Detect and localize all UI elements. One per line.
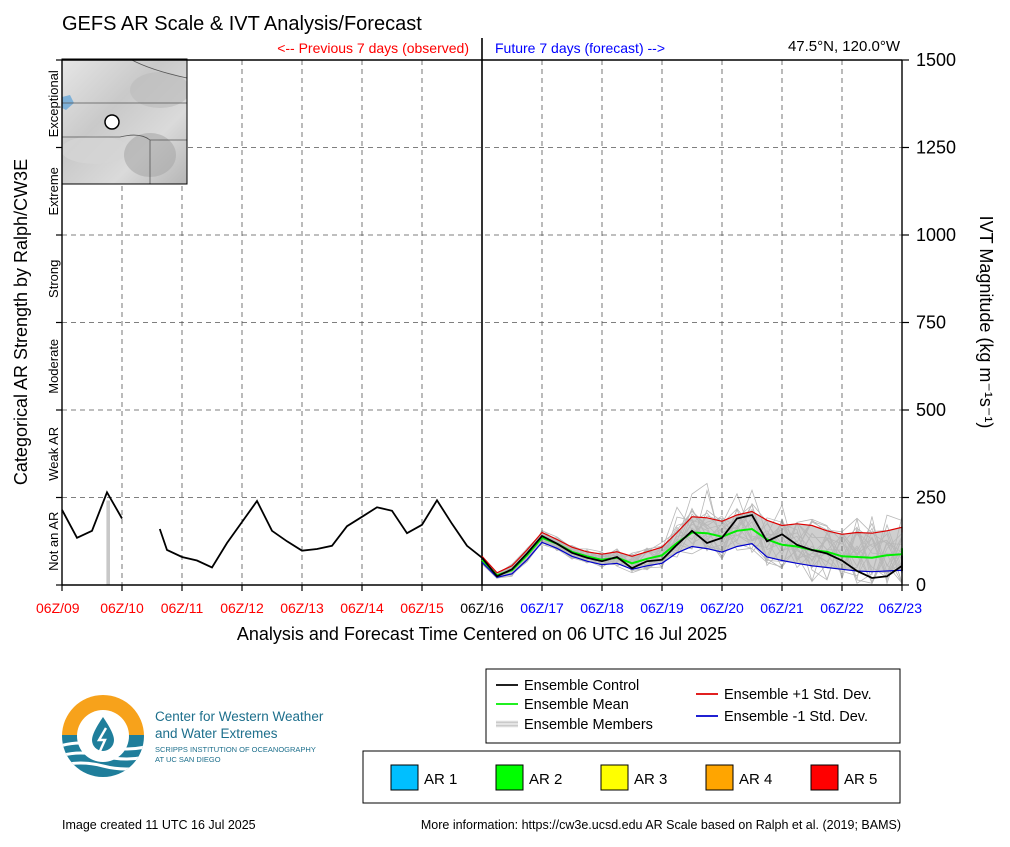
location-label: 47.5°N, 120.0°W [788, 38, 901, 55]
x-tick-label: 06Z/14 [340, 600, 384, 616]
category-label: Not an AR [46, 512, 61, 571]
x-tick-label: 06Z/21 [760, 600, 804, 616]
x-tick-label: 06Z/22 [820, 600, 864, 616]
ar-scale-swatch [810, 764, 839, 791]
x-tick-label: 06Z/17 [520, 600, 564, 616]
ar-scale-label: AR 4 [739, 771, 772, 788]
cw3e-logo: Center for Western Weather and Water Ext… [62, 695, 324, 777]
ar-scale-swatch [705, 764, 734, 791]
x-tick-label: 06Z/19 [640, 600, 684, 616]
org-sub-line2: AT UC SAN DIEGO [155, 755, 221, 764]
org-name-line2: and Water Extremes [155, 726, 278, 741]
y-tick-label: 1000 [916, 225, 956, 245]
category-label: Weak AR [46, 427, 61, 481]
x-tick-label: 06Z/11 [161, 600, 204, 616]
observed-ivt-line [61, 490, 123, 539]
map-border [129, 59, 187, 79]
legend-label: Ensemble Control [524, 678, 639, 694]
y-tick-label: 250 [916, 488, 946, 508]
location-marker [104, 114, 120, 130]
y-tick-label: 500 [916, 400, 946, 420]
ar-duration-bar [106, 500, 110, 585]
grid [62, 38, 902, 585]
inset-map [61, 58, 188, 185]
more-info-text: More information: https://cw3e.ucsd.edu … [421, 818, 901, 832]
x-tick-label: 06Z/23 [878, 600, 922, 616]
y-tick-label: 750 [916, 313, 946, 333]
org-sub-line1: SCRIPPS INSTITUTION OF OCEANOGRAPHY [155, 745, 316, 754]
puget-sound-water [62, 95, 74, 110]
y-tick-label: 1500 [916, 50, 956, 70]
ar-scale-label: AR 2 [529, 771, 562, 788]
legend-label: Ensemble -1 Std. Dev. [724, 709, 868, 725]
ar-scale-legend: AR 1 AR 2 AR 3 AR 4 AR 5 [362, 750, 901, 804]
legend-label: Ensemble Members [524, 717, 653, 733]
x-tick-label: 06Z/10 [100, 600, 144, 616]
category-label: Extreme [46, 167, 61, 215]
forecast-period-label: Future 7 days (forecast) --> [495, 40, 665, 56]
x-tick-label: 06Z/16 [460, 600, 504, 616]
y-tick-label: 0 [916, 575, 926, 595]
ensemble-member-line [481, 515, 903, 584]
chart-title: GEFS AR Scale & IVT Analysis/Forecast [62, 13, 422, 35]
ar-duration-bar-rect [106, 500, 110, 585]
ar-scale-swatch [495, 764, 524, 791]
ensemble-control-line [481, 513, 903, 579]
ensemble-member-line [481, 504, 903, 585]
series-legend: Ensemble Control Ensemble Mean Ensemble Me… [485, 668, 901, 744]
legend-label: Ensemble +1 Std. Dev. [724, 687, 872, 703]
ar-scale-label: AR 3 [634, 771, 667, 788]
x-tick-label: 06Z/09 [36, 600, 80, 616]
x-tick-label: 06Z/20 [700, 600, 744, 616]
ensemble-member-line [481, 508, 903, 584]
category-label: Exceptional [46, 70, 61, 137]
lightning-icon [96, 727, 108, 752]
right-axis-label: IVT Magnitude (kg m⁻¹s⁻¹) [976, 216, 996, 429]
y-tick-label: 1250 [916, 138, 956, 158]
category-label: Strong [46, 260, 61, 298]
category-label: Moderate [46, 339, 61, 394]
ar-scale-swatch [600, 764, 629, 791]
observed-period-label: <-- Previous 7 days (observed) [277, 40, 469, 56]
left-axis-label: Categorical AR Strength by Ralph/CW3E [11, 159, 31, 485]
map-border [62, 134, 187, 141]
org-name-line1: Center for Western Weather [155, 709, 324, 724]
legend-label: Ensemble Mean [524, 697, 629, 713]
x-tick-label: 06Z/18 [580, 600, 624, 616]
x-tick-label: 06Z/12 [220, 600, 264, 616]
ensemble-1-std-dev-line [481, 510, 903, 574]
observed-ivt-line [158, 498, 483, 569]
ar-scale-swatch [390, 764, 419, 791]
ar-scale-label: AR 1 [424, 771, 457, 788]
series [61, 490, 903, 579]
axes: 0 250 500 750 1000 1250 1500 Not an AR Weak AR Mo… [36, 50, 956, 616]
x-axis-label: Analysis and Forecast Time Centered on 0… [237, 624, 727, 644]
x-tick-label: 06Z/13 [280, 600, 324, 616]
x-tick-label: 06Z/15 [400, 600, 444, 616]
ar-scale-label: AR 5 [844, 771, 877, 788]
created-timestamp: Image created 11 UTC 16 Jul 2025 [62, 818, 256, 832]
